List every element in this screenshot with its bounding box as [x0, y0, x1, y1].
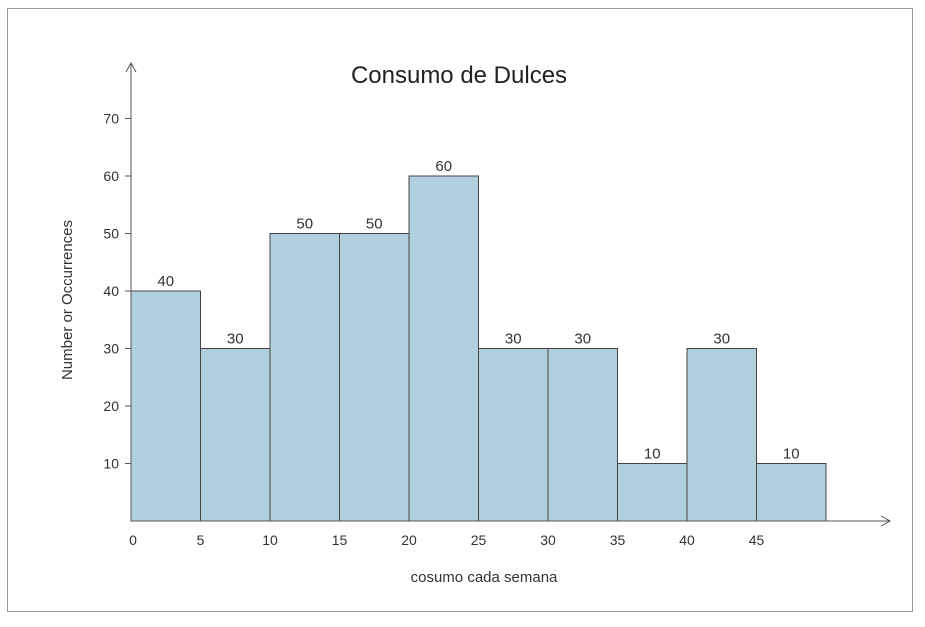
bar-value-label: 10 [783, 446, 800, 463]
x-axis-title: cosumo cada semana [411, 569, 558, 586]
x-tick-label: 0 [129, 532, 137, 548]
histogram-bar [408, 175, 479, 522]
histogram-bar [617, 463, 688, 522]
histogram-bar [478, 348, 549, 522]
bars-layer [130, 175, 827, 522]
bar-value-label: 30 [227, 331, 244, 348]
bar-value-label: 30 [505, 331, 522, 348]
x-tick-label: 25 [471, 532, 487, 548]
y-tick-label: 60 [103, 168, 119, 184]
bar-value-label: 40 [157, 273, 174, 290]
x-tick-label: 30 [540, 532, 556, 548]
bar-value-label: 10 [644, 446, 661, 463]
histogram-bar [200, 348, 271, 522]
bar-value-label: 50 [296, 216, 313, 233]
x-tick-label: 20 [401, 532, 417, 548]
histogram-bar [269, 233, 340, 522]
histogram-bar [547, 348, 618, 522]
y-tick-label: 50 [103, 226, 119, 242]
bar-value-label: 30 [713, 331, 730, 348]
x-tick-label: 10 [262, 532, 278, 548]
ticks-layer: 10 20 30 40 50 60 70 0 5 10 15 20 25 30 35 40 45 [103, 111, 764, 549]
histogram-bar [339, 233, 410, 522]
y-tick-label: 10 [103, 456, 119, 472]
bar-value-label: 60 [435, 158, 452, 175]
y-tick-label: 40 [103, 283, 119, 299]
x-tick-label: 35 [610, 532, 626, 548]
bar-value-label: 30 [574, 331, 591, 348]
x-tick-label: 45 [749, 532, 765, 548]
axes-layer [125, 61, 892, 527]
y-tick-label: 20 [103, 398, 119, 414]
chart-title: Consumo de Dulces [351, 62, 567, 89]
histogram-bar [130, 290, 201, 522]
data-labels-layer: 40 30 50 50 60 30 30 10 30 10 [157, 158, 799, 463]
y-axis-arrow [125, 61, 137, 73]
histogram-bar [756, 463, 827, 522]
x-tick-label: 40 [679, 532, 695, 548]
histogram-bar [686, 348, 757, 522]
x-tick-label: 5 [197, 532, 205, 548]
y-axis-title: Number or Occurrences [59, 220, 76, 380]
y-tick-label: 30 [103, 341, 119, 357]
x-tick-label: 15 [332, 532, 348, 548]
x-axis-arrow [880, 515, 892, 527]
bar-value-label: 50 [366, 216, 383, 233]
y-tick-label: 70 [103, 111, 119, 127]
